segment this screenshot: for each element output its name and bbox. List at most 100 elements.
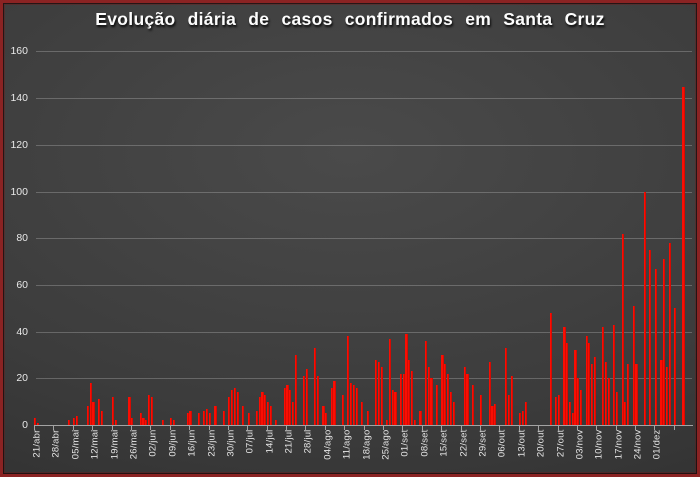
bar (524, 401, 527, 425)
bar (494, 403, 497, 425)
bar (402, 373, 405, 425)
bar (607, 378, 610, 425)
bar (73, 417, 76, 425)
bar (591, 364, 594, 425)
x-axis-tick-label: 28/abr (50, 429, 62, 458)
bar (588, 343, 591, 425)
bar (302, 375, 306, 425)
gridline-80 (36, 238, 692, 240)
bar (643, 191, 646, 425)
bar (131, 417, 134, 425)
bar (236, 392, 239, 425)
x-axis-tick-label: 24/nov (632, 429, 644, 460)
bar (480, 394, 483, 425)
bar (330, 387, 333, 425)
bar (408, 359, 411, 425)
bar (635, 364, 638, 425)
bar (435, 385, 439, 425)
bar (305, 368, 308, 425)
y-axis-tick-label: 100 (10, 185, 28, 198)
gridline-160 (36, 51, 692, 53)
bar (128, 396, 131, 425)
y-axis-tick-label: 20 (16, 372, 28, 385)
bar (75, 415, 79, 425)
x-axis-tick (344, 425, 346, 430)
x-axis-tick (305, 425, 307, 430)
y-axis-tick-label: 160 (10, 45, 28, 58)
x-axis-tick (189, 425, 191, 430)
x-axis-tick (421, 425, 423, 430)
bar (463, 366, 466, 425)
x-axis-tick-label: 09/jun (167, 429, 179, 457)
bar (37, 422, 40, 425)
bar (230, 389, 234, 425)
bar (186, 413, 189, 425)
x-axis-tick (402, 425, 404, 430)
bar (98, 399, 101, 425)
bar (352, 385, 356, 425)
bar (413, 420, 416, 425)
bar (89, 382, 92, 425)
bar (206, 408, 209, 425)
bar (519, 413, 522, 425)
y-axis-tick-label: 40 (16, 325, 28, 338)
bar (92, 401, 95, 425)
x-axis-tick (518, 425, 520, 430)
bar (563, 326, 566, 425)
x-axis-tick (92, 425, 94, 430)
bar (624, 401, 627, 425)
bar (424, 340, 428, 425)
bar (491, 406, 494, 425)
bar (142, 417, 145, 425)
x-axis-tick (460, 425, 462, 430)
bar (161, 420, 164, 425)
x-axis-tick (654, 425, 656, 430)
bar (471, 385, 475, 425)
bar (452, 401, 455, 425)
bar (632, 305, 635, 425)
bar (579, 389, 583, 425)
bar (189, 410, 192, 425)
bar (627, 364, 630, 425)
bar (333, 380, 336, 425)
y-axis-tick-label: 0 (22, 419, 28, 431)
bar (668, 242, 671, 425)
x-axis-tick-label: 01/dez (651, 429, 663, 460)
x-axis-tick (130, 425, 132, 430)
bar (682, 86, 685, 425)
x-axis-tick-label: 03/nov (574, 429, 586, 460)
x-axis-tick (227, 425, 229, 430)
bar (294, 354, 297, 425)
bar (375, 359, 378, 425)
bar (283, 387, 286, 425)
bar (266, 401, 270, 425)
bar (399, 373, 403, 425)
x-axis-tick-label: 25/ago (380, 429, 392, 460)
x-axis-tick (576, 425, 578, 430)
bar (350, 382, 353, 425)
bar (568, 401, 572, 425)
bar (405, 333, 408, 425)
x-axis-tick-label: 26/mai (128, 429, 140, 460)
bar (269, 406, 272, 425)
bar (621, 233, 624, 425)
bar (289, 389, 292, 425)
bar (111, 396, 115, 425)
x-axis-tick (324, 425, 326, 430)
x-axis-tick (441, 425, 443, 430)
bar (488, 361, 491, 425)
bar (604, 361, 608, 425)
x-axis-tick (247, 425, 249, 430)
x-axis-tick (286, 425, 288, 430)
x-axis-tick-label: 22/set (458, 429, 470, 457)
bar (574, 350, 577, 425)
x-axis-tick (111, 425, 113, 430)
bar (510, 375, 513, 425)
bar (100, 410, 103, 425)
bar (388, 338, 392, 425)
bar (649, 249, 652, 425)
x-axis-tick (557, 425, 559, 430)
bar (67, 420, 70, 425)
bar (466, 373, 469, 425)
bar (314, 347, 317, 425)
